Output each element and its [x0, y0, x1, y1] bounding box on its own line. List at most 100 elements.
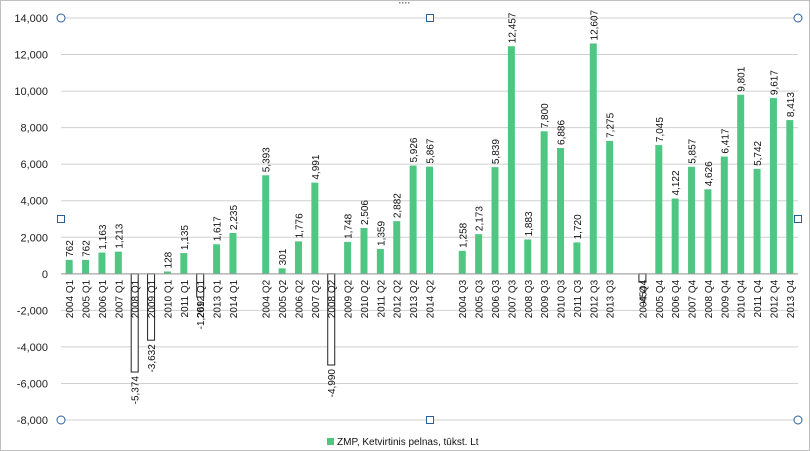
corner-resize-handle[interactable] [793, 415, 803, 425]
edge-resize-handle[interactable] [57, 215, 65, 223]
drag-grip-dot[interactable] [399, 2, 401, 4]
x-tick-label: 2004 Q2 [262, 279, 273, 318]
bar[interactable] [688, 166, 696, 274]
x-tick-label: 2009 Q1 [147, 279, 158, 318]
drag-grip-dot[interactable] [405, 2, 407, 4]
data-label: 1,748 [344, 213, 355, 238]
bar[interactable] [671, 198, 679, 274]
bar[interactable] [65, 259, 73, 274]
x-tick-label: 2006 Q4 [671, 279, 682, 318]
x-tick-label: 2007 Q4 [688, 279, 699, 318]
bar[interactable] [655, 145, 663, 274]
x-tick-label: 2012 Q4 [769, 279, 780, 318]
bar[interactable] [163, 271, 171, 274]
edge-resize-handle[interactable] [426, 416, 434, 424]
bar[interactable] [737, 94, 745, 274]
data-label: 128 [163, 251, 174, 268]
bar[interactable] [114, 251, 122, 274]
bar[interactable] [753, 168, 761, 274]
bar[interactable] [426, 166, 433, 274]
x-tick-label: 2011 Q1 [180, 279, 191, 317]
bar[interactable] [262, 175, 270, 274]
x-tick-label: 2007 Q3 [507, 279, 518, 318]
bar[interactable] [294, 241, 302, 274]
x-tick-label: 2012 Q1 [196, 279, 207, 318]
bar[interactable] [180, 253, 188, 274]
bar[interactable] [98, 252, 106, 274]
x-tick-label: 2005 Q4 [655, 279, 666, 318]
x-tick-label: 2009 Q4 [720, 279, 731, 318]
data-label: 7,800 [540, 103, 551, 128]
bar[interactable] [376, 248, 384, 274]
x-tick-label: 2005 Q3 [475, 279, 486, 318]
data-label: 5,857 [688, 138, 699, 163]
data-label: 5,926 [409, 137, 420, 162]
bar[interactable] [589, 43, 597, 274]
bar[interactable] [507, 46, 515, 274]
x-tick-label: 2010 Q3 [557, 279, 568, 318]
data-label: -4,990 [327, 369, 338, 398]
y-axis-ticks: -8,000 -6,000 -4,000 -2,000 0 2,000 4,000 6,000… [14, 13, 48, 427]
bar[interactable] [786, 120, 794, 274]
bar[interactable] [606, 140, 614, 274]
plot-area-resize-handles[interactable] [56, 2, 803, 425]
bar[interactable] [769, 98, 777, 274]
bar[interactable] [475, 234, 483, 274]
bar[interactable] [344, 241, 352, 274]
bar[interactable] [229, 232, 237, 274]
bar[interactable] [524, 239, 532, 274]
x-tick-label: 2008 Q3 [524, 279, 535, 318]
bar[interactable] [458, 250, 466, 274]
y-tick-label: 10,000 [14, 86, 48, 98]
bar[interactable] [393, 221, 401, 274]
x-tick-label: 2006 Q1 [98, 279, 109, 318]
x-tick-label: 2007 Q1 [114, 279, 125, 318]
bar[interactable] [557, 147, 565, 274]
x-tick-label: 2013 Q3 [606, 279, 617, 318]
bar[interactable] [540, 131, 548, 274]
edge-resize-handle[interactable] [794, 215, 802, 223]
bar[interactable] [491, 167, 499, 274]
corner-resize-handle[interactable] [56, 415, 66, 425]
x-tick-label: 2009 Q3 [540, 279, 551, 318]
bar[interactable] [573, 242, 581, 274]
data-label: 4,626 [704, 161, 715, 186]
bar[interactable] [720, 156, 728, 274]
bars[interactable] [65, 43, 794, 373]
data-label: 5,839 [491, 139, 502, 164]
bar[interactable] [409, 165, 417, 274]
data-label: 5,393 [262, 147, 273, 172]
legend-label: ZMP, Ketvirtinis pelnas, tūkst. Lt [337, 437, 479, 448]
legend[interactable]: ZMP, Ketvirtinis pelnas, tūkst. Lt [327, 437, 479, 448]
bar[interactable] [82, 259, 90, 274]
data-label: 2,173 [475, 206, 486, 231]
x-tick-label: 2010 Q4 [737, 279, 748, 318]
x-tick-label: 2007 Q2 [311, 279, 322, 318]
edge-resize-handle[interactable] [426, 14, 434, 22]
bar[interactable] [360, 228, 368, 274]
data-label: 1,720 [573, 214, 584, 239]
data-label: 1,617 [213, 216, 224, 241]
x-tick-label: 2011 Q3 [573, 279, 584, 317]
bar[interactable] [278, 268, 286, 274]
bar[interactable] [213, 244, 221, 274]
x-tick-label: 2008 Q1 [131, 279, 142, 318]
data-label: 4,991 [311, 154, 322, 179]
y-tick-label: 8,000 [20, 123, 48, 135]
bar[interactable] [311, 182, 319, 274]
x-tick-label: 2006 Q3 [491, 279, 502, 318]
data-label: 1,883 [524, 211, 535, 236]
corner-resize-handle[interactable] [793, 13, 803, 23]
bar[interactable] [704, 189, 712, 274]
drag-grip-dot[interactable] [402, 2, 404, 4]
data-label: 9,617 [769, 70, 780, 95]
corner-resize-handle[interactable] [56, 13, 66, 23]
x-tick-label: 2011 Q2 [376, 279, 387, 317]
x-tick-label: 2014 Q2 [426, 279, 437, 318]
data-label: 2,235 [229, 205, 240, 230]
data-label: 301 [278, 248, 289, 265]
drag-grip-dot[interactable] [408, 2, 410, 4]
data-label: 7,275 [606, 112, 617, 137]
